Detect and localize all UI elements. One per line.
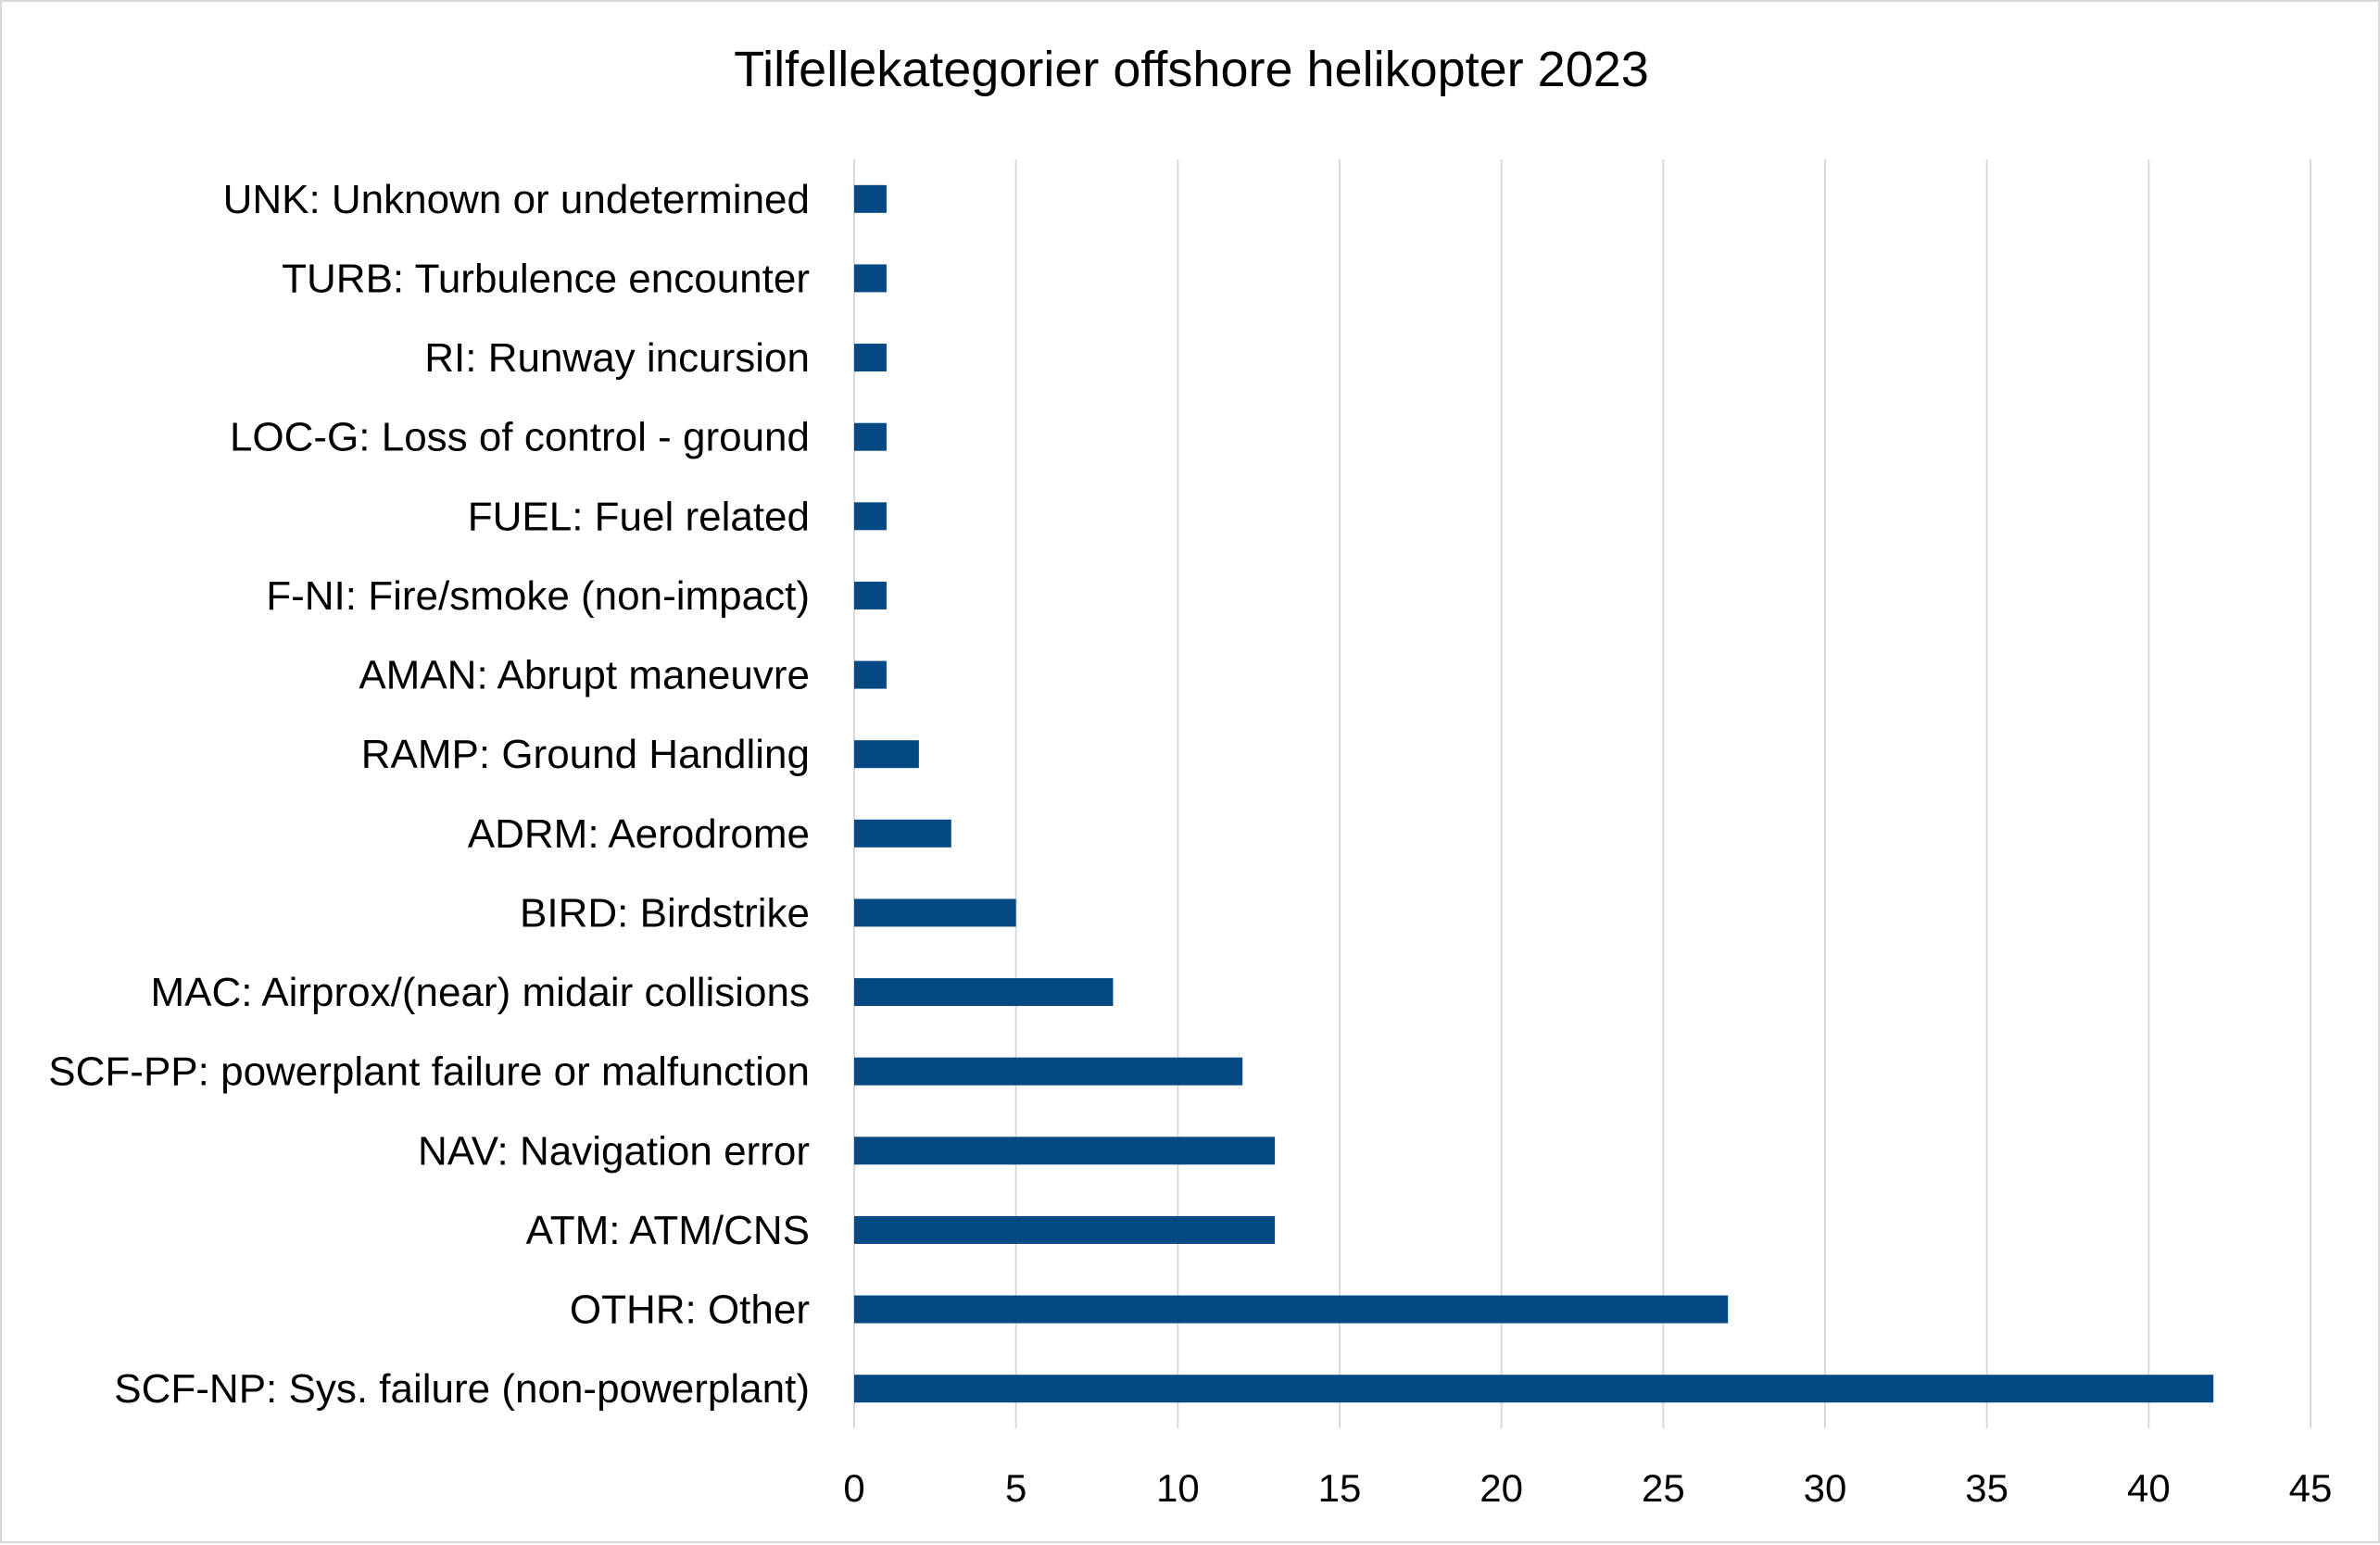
bars (854, 184, 2214, 1403)
x-tick-label: 0 (843, 1466, 864, 1510)
bar (854, 978, 1114, 1007)
category-label: BIRD: Birdstrike (520, 890, 810, 936)
x-tick-label: 10 (1156, 1466, 1200, 1510)
x-tick-label: 40 (2127, 1466, 2171, 1510)
x-tick-label: 5 (1005, 1466, 1026, 1510)
category-labels: UNK: Unknown or undetermined TURB: Turbul… (48, 177, 810, 1412)
bar (854, 422, 887, 451)
category-label: FUEL: Fuel related (468, 494, 810, 539)
bar (854, 1057, 1243, 1086)
category-label: ATM: ATM/CNS (526, 1208, 810, 1253)
category-label: SCF-PP: powerplant failure or malfunctio… (48, 1049, 810, 1095)
x-tick-label: 15 (1318, 1466, 1362, 1510)
x-tick-label: 45 (2289, 1466, 2333, 1510)
bar (854, 1215, 1276, 1244)
category-label: ADRM: Aerodrome (468, 811, 810, 857)
gridlines (853, 159, 2311, 1428)
category-label: NAV: Navigation error (418, 1128, 810, 1174)
bar (854, 1375, 2214, 1403)
bar (854, 660, 887, 689)
category-label: LOC-G: Loss of control - ground (230, 415, 810, 460)
category-label: F-NI: Fire/smoke (non-impact) (266, 573, 810, 619)
bar (854, 581, 887, 609)
x-tick-label: 20 (1480, 1466, 1523, 1510)
x-tick-label: 35 (1965, 1466, 2009, 1510)
category-label: RI: Runway incursion (424, 335, 810, 381)
category-label: SCF-NP: Sys. failure (non-powerplant) (114, 1366, 810, 1412)
x-tick-labels: 0 5 10 15 20 25 30 35 40 45 (843, 1466, 2332, 1510)
bar (854, 184, 887, 213)
bar (854, 898, 1016, 927)
category-label: OTHR: Other (570, 1288, 810, 1333)
x-tick-label: 25 (1642, 1466, 1685, 1510)
bar (854, 740, 919, 769)
x-tick-label: 30 (1804, 1466, 1847, 1510)
category-label: UNK: Unknown or undetermined (223, 177, 810, 222)
category-label: AMAN: Abrupt maneuvre (359, 653, 810, 698)
category-label: MAC: Airprox/(near) midair collisions (150, 970, 810, 1015)
bar (854, 344, 887, 372)
chart-title: Tilfellekategorier offshore helikopter 2… (734, 42, 1649, 97)
bar (854, 1295, 1729, 1324)
bar (854, 264, 887, 293)
category-label: RAMP: Ground Handling (361, 732, 810, 777)
bar (854, 1137, 1276, 1165)
bar (854, 819, 951, 848)
bar (854, 502, 887, 531)
category-label: TURB: Turbulence encounter (282, 256, 810, 301)
